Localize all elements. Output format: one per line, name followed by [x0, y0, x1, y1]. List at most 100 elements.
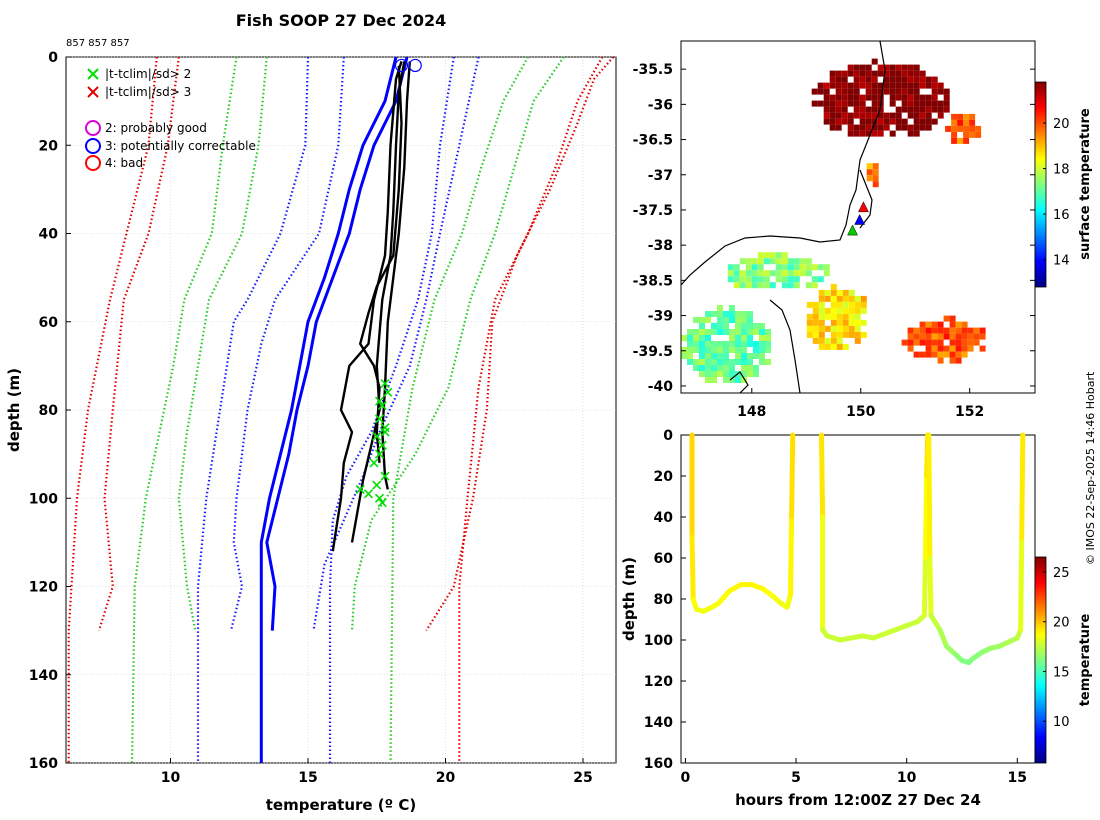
sst-cell: [895, 94, 902, 101]
profile-panel: 10 15 20 25 0 20 40 60 80 100 120 140 160 temperatur…: [5, 50, 617, 814]
sst-cell: [830, 307, 837, 314]
trace-segment: [926, 432, 933, 561]
series-line: [331, 61, 403, 552]
sst-cell: [681, 353, 687, 359]
sst-cell: [811, 100, 818, 107]
sst-cell: [687, 335, 693, 341]
sst-cell: [805, 270, 812, 277]
sst-cell: [854, 331, 861, 338]
sst-cell: [907, 76, 914, 83]
sst-cell: [705, 317, 711, 323]
sst-cell: [806, 325, 813, 332]
sst-cell: [781, 258, 788, 265]
sst-cell: [781, 264, 788, 271]
sst-cell: [895, 82, 902, 89]
sst-cell: [951, 113, 958, 120]
sst-cell: [865, 94, 872, 101]
sst-cell: [812, 331, 819, 338]
y-tick-label: -36.5: [633, 133, 673, 149]
sst-cell: [811, 276, 818, 283]
sst-cell: [787, 258, 794, 265]
x-tick-label: 10: [161, 770, 181, 786]
sst-cell: [741, 371, 747, 377]
sst-cell: [969, 125, 976, 132]
sst-cell: [949, 357, 956, 364]
sst-cell: [919, 76, 926, 83]
sst-cell: [865, 70, 872, 77]
sst-cell: [705, 341, 711, 347]
sst-cell: [859, 100, 866, 107]
sst-cell: [961, 345, 968, 352]
sst-cell: [753, 353, 759, 359]
sst-cell: [907, 124, 914, 131]
sst-cell: [842, 295, 849, 302]
trace-segment: [927, 555, 934, 618]
sst-cell: [733, 270, 740, 277]
sst-cell: [919, 124, 926, 131]
sst-cell: [943, 351, 950, 358]
sst-cell: [871, 82, 878, 89]
sst-cell: [848, 331, 855, 338]
sst-cell: [842, 319, 849, 326]
series-line: [265, 56, 409, 631]
sst-cell: [727, 270, 734, 277]
sst-cell: [866, 169, 873, 176]
sst-cell: [907, 64, 914, 71]
sst-cell: [931, 339, 938, 346]
x-tick-label: 148: [737, 404, 766, 420]
profile-flags: [355, 58, 422, 508]
sst-cell: [799, 270, 806, 277]
sst-cell: [739, 258, 746, 265]
sst-cell: [859, 64, 866, 71]
sst-cell: [829, 76, 836, 83]
track-marker: [858, 201, 869, 213]
sst-cell: [759, 347, 765, 353]
colorbar-tick-label: 20: [1053, 117, 1070, 132]
sst-cell: [931, 106, 938, 113]
colorbar-tick-label: 15: [1053, 665, 1070, 680]
y-tick-label: -39.5: [633, 344, 673, 360]
sst-cell: [931, 345, 938, 352]
sst-cell: [865, 88, 872, 95]
sst-cell: [877, 88, 884, 95]
sst-cell: [735, 323, 741, 329]
sst-cell: [931, 76, 938, 83]
sst-cell: [811, 88, 818, 95]
sst-cell: [860, 295, 867, 302]
track-marker: [854, 213, 866, 225]
sst-region: [681, 305, 771, 383]
sst-cell: [943, 345, 950, 352]
sst-cell: [931, 94, 938, 101]
sst-cell: [889, 70, 896, 77]
sst-cell: [699, 341, 705, 347]
sst-cell: [937, 345, 944, 352]
sst-cell: [860, 331, 867, 338]
sst-cell: [877, 82, 884, 89]
sst-cell: [919, 100, 926, 107]
series-line: [97, 56, 180, 631]
sst-cell: [847, 82, 854, 89]
sst-cell: [824, 289, 831, 296]
sst-cell: [823, 112, 830, 119]
sst-cell: [765, 329, 771, 335]
sst-cell: [907, 70, 914, 77]
y-tick-label: 40: [39, 227, 59, 243]
sst-cell: [883, 70, 890, 77]
sst-cell: [854, 295, 861, 302]
sst-cell: [967, 333, 974, 340]
sst-cell: [811, 282, 818, 289]
sst-cell: [943, 327, 950, 334]
sst-region: [811, 58, 950, 137]
sst-cell: [711, 341, 717, 347]
sst-cell: [853, 94, 860, 101]
sst-cell: [705, 347, 711, 353]
sst-cell: [793, 264, 800, 271]
sst-cell: [883, 88, 890, 95]
sst-cell: [889, 112, 896, 119]
trace-segment: [937, 627, 949, 649]
sst-region: [866, 163, 879, 188]
sst-cell: [842, 313, 849, 320]
sst-cell: [955, 333, 962, 340]
sst-cell: [889, 94, 896, 101]
sst-cell: [835, 88, 842, 95]
